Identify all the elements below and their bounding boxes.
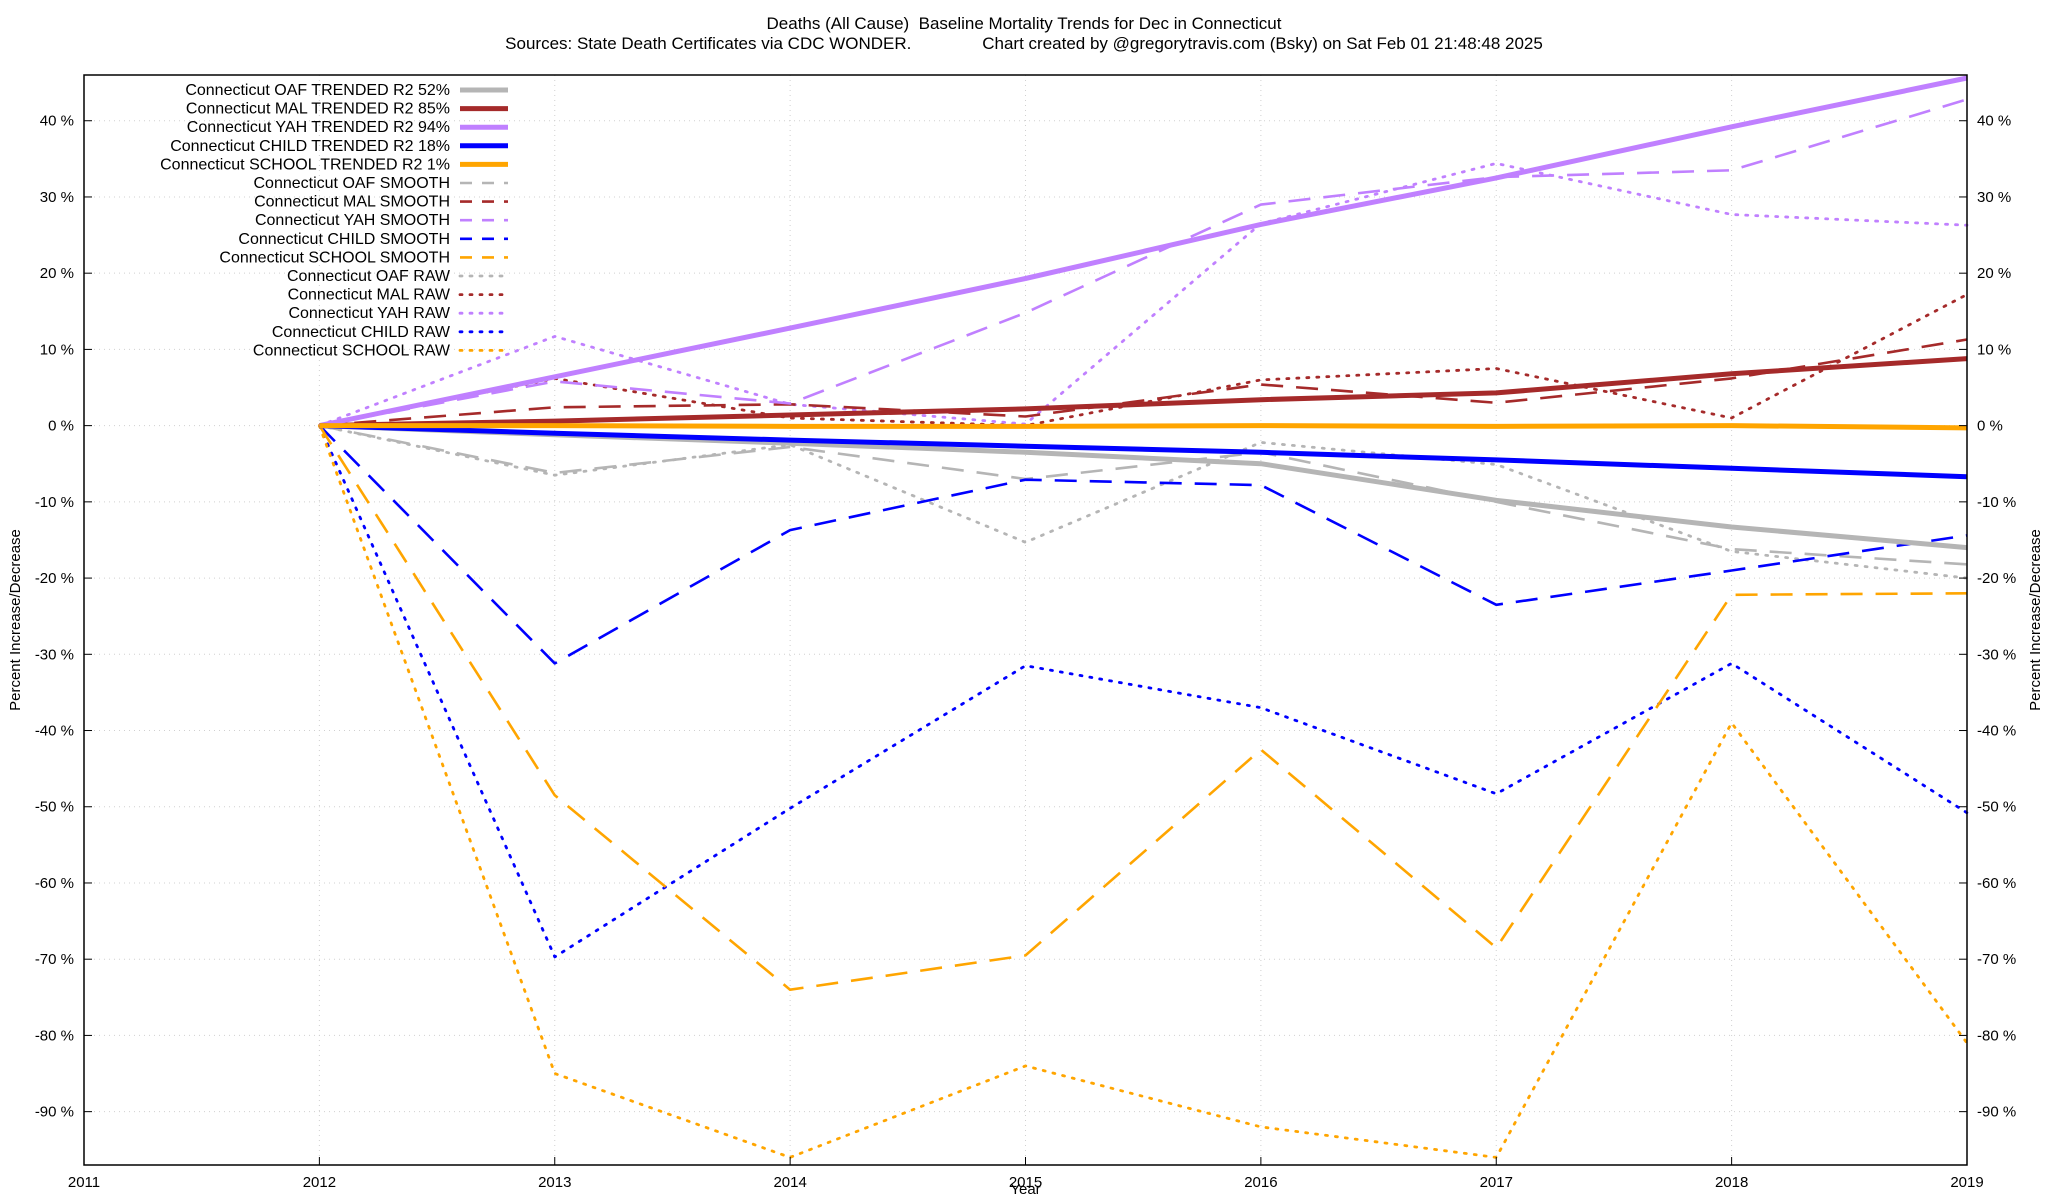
y2-tick-label: -20 % bbox=[1977, 570, 2016, 587]
x-tick-label: 2011 bbox=[68, 1174, 100, 1191]
y-tick-label: -40 % bbox=[35, 723, 74, 740]
y-tick-label: -20 % bbox=[35, 570, 74, 587]
y2-tick-label: 20 % bbox=[1977, 265, 2011, 282]
series-line-13: Connecticut CHILD RAW bbox=[317, 424, 1969, 959]
y2-tick-label: 10 % bbox=[1977, 341, 2011, 358]
legend-entry-label: Connecticut SCHOOL TRENDED R2 1% bbox=[160, 156, 450, 173]
x-tick-label: 2017 bbox=[1480, 1174, 1513, 1191]
y-tick-label: -30 % bbox=[35, 646, 74, 663]
series-line-2: Connecticut YAH TRENDED R2 94% bbox=[318, 75, 1968, 429]
y-tick-label: 40 % bbox=[40, 113, 74, 130]
y2-tick-label: -70 % bbox=[1977, 951, 2016, 968]
legend-entry-label: Connecticut MAL RAW bbox=[288, 287, 451, 304]
y2-tick-label: -80 % bbox=[1977, 1027, 2016, 1044]
x-tick-label: 2012 bbox=[303, 1174, 336, 1191]
y-tick-label: 0 % bbox=[48, 418, 74, 435]
x-tick-label: 2013 bbox=[538, 1174, 571, 1191]
axes: 2011 2012 2013 2014 2015 2016 2017 2018 2019 40 %… bbox=[35, 113, 2016, 1191]
y2-tick-label: -10 % bbox=[1977, 494, 2016, 511]
y2-tick-label: -30 % bbox=[1977, 646, 2016, 663]
x-tick-label: 2019 bbox=[1950, 1174, 1983, 1191]
series-line-1: Connecticut MAL TRENDED R2 85% bbox=[319, 356, 1968, 429]
y-tick-label: -10 % bbox=[35, 494, 74, 511]
legend: Connecticut OAF TRENDED R2 52% Connecticu… bbox=[160, 82, 510, 359]
y-tick-label: 10 % bbox=[40, 341, 74, 358]
series-line-7: Connecticut YAH SMOOTH bbox=[319, 98, 1968, 427]
series-line-9: Connecticut SCHOOL SMOOTH bbox=[318, 424, 1968, 992]
y-tick-label: -60 % bbox=[35, 875, 74, 892]
chart-title: Deaths (All Cause) Baseline Mortality Tr… bbox=[766, 14, 1282, 33]
series-line-11: Connecticut MAL RAW bbox=[317, 293, 1969, 428]
series-line-8: Connecticut CHILD SMOOTH bbox=[318, 424, 1968, 665]
y-tick-label: -50 % bbox=[35, 799, 74, 816]
series-line-4: Connecticut SCHOOL TRENDED R2 1% bbox=[319, 423, 1968, 431]
legend-entry-label: Connecticut SCHOOL SMOOTH bbox=[219, 249, 450, 266]
series-line-0: Connecticut OAF TRENDED R2 52% bbox=[319, 423, 1968, 551]
y2-tick-label: -60 % bbox=[1977, 875, 2016, 892]
y-tick-label: -90 % bbox=[35, 1104, 74, 1121]
x-tick-label: 2015 bbox=[1009, 1174, 1042, 1191]
y2-tick-label: 40 % bbox=[1977, 113, 2011, 130]
y-tick-label: 20 % bbox=[40, 265, 74, 282]
y2-tick-label: -90 % bbox=[1977, 1104, 2016, 1121]
legend-entry-label: Connecticut YAH RAW bbox=[288, 305, 450, 322]
y2-tick-label: -50 % bbox=[1977, 799, 2016, 816]
legend-entry-label: Connecticut CHILD SMOOTH bbox=[238, 231, 450, 248]
y-tick-label: -70 % bbox=[35, 951, 74, 968]
legend-entry-label: Connecticut CHILD RAW bbox=[272, 324, 451, 341]
series-line-14: Connecticut SCHOOL RAW bbox=[317, 424, 1969, 1159]
y-axis-label: Percent Increase/Decrease bbox=[7, 529, 24, 711]
series-line-12: Connecticut YAH RAW bbox=[317, 161, 1969, 428]
series-line-3: Connecticut CHILD TRENDED R2 18% bbox=[319, 423, 1968, 480]
x-tick-label: 2018 bbox=[1715, 1174, 1748, 1191]
y2-tick-label: -40 % bbox=[1977, 723, 2016, 740]
x-axis-label: Year bbox=[1010, 1181, 1040, 1198]
legend-entry-label: Connecticut MAL TRENDED R2 85% bbox=[186, 101, 450, 118]
x-tick-label: 2014 bbox=[773, 1174, 806, 1191]
legend-entry-label: Connecticut OAF SMOOTH bbox=[254, 175, 451, 192]
chart-subtitle: Sources: State Death Certificates via CD… bbox=[505, 34, 1543, 53]
y2-axis-label: Percent Increase/Decrease bbox=[2027, 529, 2044, 711]
legend-entry-label: Connecticut CHILD TRENDED R2 18% bbox=[170, 138, 450, 155]
y2-tick-label: 30 % bbox=[1977, 189, 2011, 206]
legend-entry-label: Connecticut OAF TRENDED R2 52% bbox=[185, 82, 450, 99]
y2-tick-label: 0 % bbox=[1977, 418, 2003, 435]
x-tick-label: 2016 bbox=[1244, 1174, 1277, 1191]
series-line-10: Connecticut OAF RAW bbox=[317, 424, 1969, 580]
legend-entry-label: Connecticut OAF RAW bbox=[287, 268, 451, 285]
series-line-6: Connecticut MAL SMOOTH bbox=[319, 338, 1968, 427]
y-tick-label: 30 % bbox=[40, 189, 74, 206]
y-tick-label: -80 % bbox=[35, 1027, 74, 1044]
legend-entry-label: Connecticut YAH SMOOTH bbox=[255, 212, 450, 229]
legend-entry-label: Connecticut SCHOOL RAW bbox=[253, 342, 451, 359]
legend-entry-label: Connecticut MAL SMOOTH bbox=[254, 194, 450, 211]
series-line-5: Connecticut OAF SMOOTH bbox=[319, 424, 1968, 566]
legend-entry-label: Connecticut YAH TRENDED R2 94% bbox=[187, 119, 450, 136]
